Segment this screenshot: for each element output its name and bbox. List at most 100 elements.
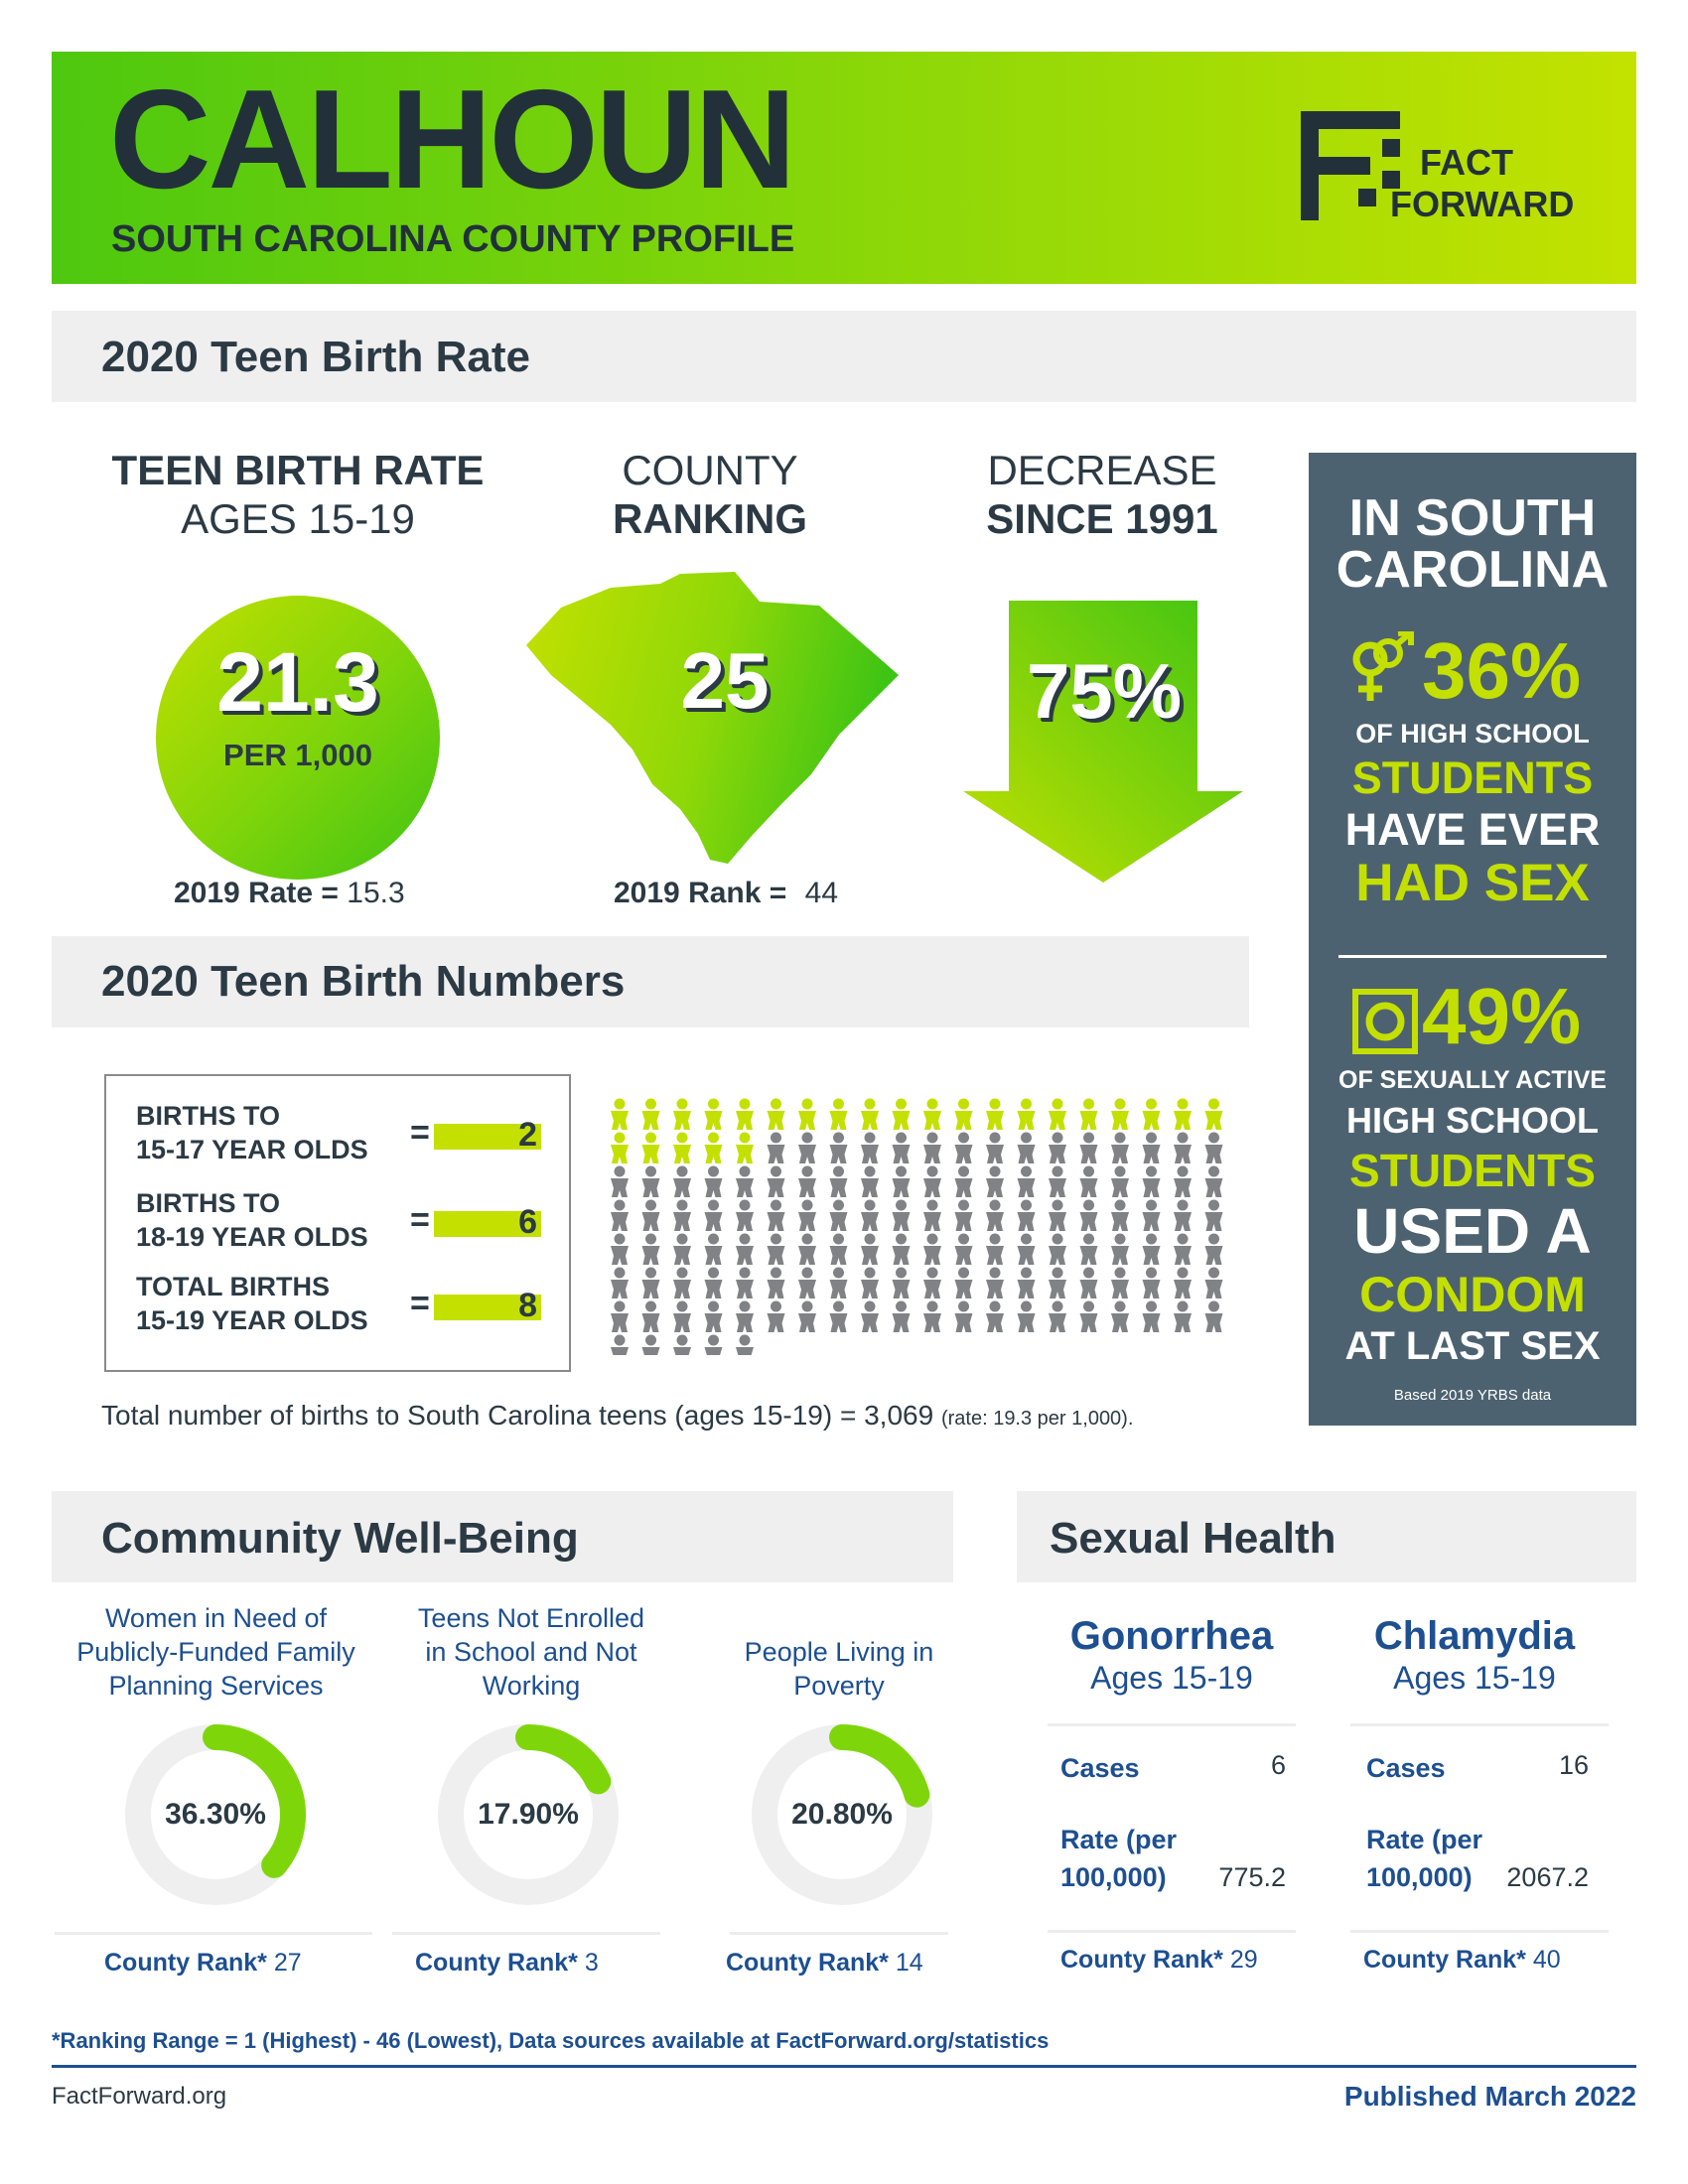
person-icon xyxy=(673,1098,691,1130)
disease-2-rate-label-line1: Rate (per xyxy=(1366,1825,1483,1854)
panel-title-line1: IN SOUTH xyxy=(1348,489,1597,547)
person-icon xyxy=(954,1165,973,1197)
person-icon xyxy=(892,1132,911,1163)
person-icon xyxy=(923,1300,941,1332)
panel-divider xyxy=(1338,955,1607,958)
person-icon xyxy=(704,1165,723,1197)
panel-stat1-percent: 36% xyxy=(1422,626,1582,715)
county-subtitle: SOUTH CAROLINA COUNTY PROFILE xyxy=(111,218,795,260)
person-icon xyxy=(704,1098,723,1130)
disease-1-ages: Ages 15-19 xyxy=(1090,1660,1253,1696)
panel-stat1-line4: HAD SEX xyxy=(1355,854,1590,912)
disease-2-rank-label: County Rank* xyxy=(1363,1946,1526,1974)
rate-2019: 2019 Rate = 15.3 xyxy=(174,877,405,910)
births-table: BIRTHS TO 15-17 YEAR OLDS = 2 BIRTHS TO … xyxy=(104,1074,571,1372)
person-icon xyxy=(1017,1300,1036,1332)
community-item-3-heading-line1: People Living in xyxy=(744,1637,934,1667)
person-icon xyxy=(1111,1098,1129,1130)
births-row-3-label-line2: 15-19 YEAR OLDS xyxy=(136,1304,368,1335)
person-icon xyxy=(611,1199,629,1231)
rank-2019-label: 2019 Rank = xyxy=(614,877,787,909)
community-item-2-heading-line3: Working xyxy=(482,1670,581,1701)
person-icon xyxy=(1174,1233,1192,1265)
person-icon xyxy=(986,1233,1004,1265)
rate-heading-line1: TEEN BIRTH RATE xyxy=(111,447,485,493)
person-icon xyxy=(798,1199,816,1231)
section-bar-birth-rate xyxy=(52,311,1636,402)
person-icon xyxy=(641,1267,660,1298)
person-icon xyxy=(829,1300,848,1332)
person-icon xyxy=(1017,1132,1036,1163)
panel-stat2-line1: OF SEXUALLY ACTIVE xyxy=(1338,1066,1607,1094)
disease-2-cases-label: Cases xyxy=(1366,1753,1446,1783)
births-row-2-label-line1: BIRTHS TO xyxy=(136,1188,281,1218)
disease-2-cases: 16 xyxy=(1558,1750,1589,1780)
person-icon xyxy=(704,1300,723,1332)
community-item-3-rank-label: County Rank* xyxy=(726,1949,889,1977)
person-icon xyxy=(1111,1300,1129,1332)
person-icon xyxy=(611,1267,629,1298)
births-row-1-value: 2 xyxy=(434,1118,541,1152)
panel-stat1-line3: HAVE EVER xyxy=(1344,804,1601,855)
person-icon xyxy=(1017,1267,1036,1298)
person-icon xyxy=(673,1132,691,1163)
person-icon xyxy=(611,1165,629,1197)
person-icon xyxy=(736,1267,754,1298)
person-icon xyxy=(611,1233,629,1265)
person-icon xyxy=(673,1165,691,1197)
person-icon xyxy=(1079,1132,1098,1163)
section-bar-community xyxy=(52,1491,953,1582)
community-item-2-percent: 17.90% xyxy=(478,1798,579,1831)
person-icon xyxy=(798,1233,816,1265)
person-icon xyxy=(861,1098,879,1130)
person-icon xyxy=(1079,1165,1098,1197)
person-icon xyxy=(861,1267,879,1298)
person-icon xyxy=(861,1165,879,1197)
person-icon xyxy=(1142,1233,1161,1265)
person-icon xyxy=(986,1300,1004,1332)
community-item-1-rank: County Rank* 27 xyxy=(104,1949,302,1978)
logo-word-forward: FORWARD xyxy=(1390,184,1575,224)
person-icon xyxy=(954,1267,973,1298)
person-icon xyxy=(1204,1199,1223,1231)
person-icon xyxy=(1174,1199,1192,1231)
person-icon xyxy=(767,1132,785,1163)
person-icon xyxy=(1049,1165,1066,1197)
person-icon xyxy=(1142,1165,1161,1197)
state-total-text: Total number of births to South Carolina… xyxy=(101,1400,934,1431)
person-icon xyxy=(1174,1132,1192,1163)
person-icon xyxy=(798,1165,816,1197)
disease-1-rate: 775.2 xyxy=(1218,1862,1286,1892)
person-icon xyxy=(673,1300,691,1332)
person-icon xyxy=(767,1098,785,1130)
person-icon xyxy=(829,1165,848,1197)
person-icon xyxy=(1142,1132,1161,1163)
person-icon xyxy=(954,1098,973,1130)
person-icon xyxy=(611,1098,629,1130)
footer-site-link[interactable]: FactForward.org xyxy=(52,2083,227,2110)
person-icon xyxy=(704,1267,723,1298)
panel-stat2-line5: CONDOM xyxy=(1359,1267,1586,1322)
disease-2-rank: County Rank* 40 xyxy=(1363,1946,1561,1975)
disease-1-rate-label-line1: Rate (per xyxy=(1060,1825,1178,1854)
person-icon xyxy=(1049,1300,1066,1332)
decrease-value: 75% xyxy=(1026,647,1183,735)
person-icon xyxy=(1204,1267,1223,1298)
section-title-community: Community Well-Being xyxy=(101,1514,579,1563)
person-icon xyxy=(767,1199,785,1231)
rate-2019-label: 2019 Rate = xyxy=(174,877,339,909)
disease-2-rate: 2067.2 xyxy=(1506,1862,1589,1892)
person-icon xyxy=(1017,1233,1036,1265)
disease-1-rule-top xyxy=(1048,1723,1296,1726)
ranking-value: 25 xyxy=(680,636,770,725)
person-icon xyxy=(1111,1199,1129,1231)
person-icon xyxy=(923,1132,941,1163)
community-item-1-heading-line2: Publicly-Funded Family xyxy=(76,1636,355,1667)
person-icon xyxy=(861,1233,879,1265)
community-item-2-rank-label: County Rank* xyxy=(415,1949,578,1977)
person-icon xyxy=(1049,1267,1066,1298)
person-icon xyxy=(1079,1199,1098,1231)
person-icon xyxy=(767,1165,785,1197)
person-icon xyxy=(1079,1300,1098,1332)
person-icon xyxy=(892,1098,911,1130)
